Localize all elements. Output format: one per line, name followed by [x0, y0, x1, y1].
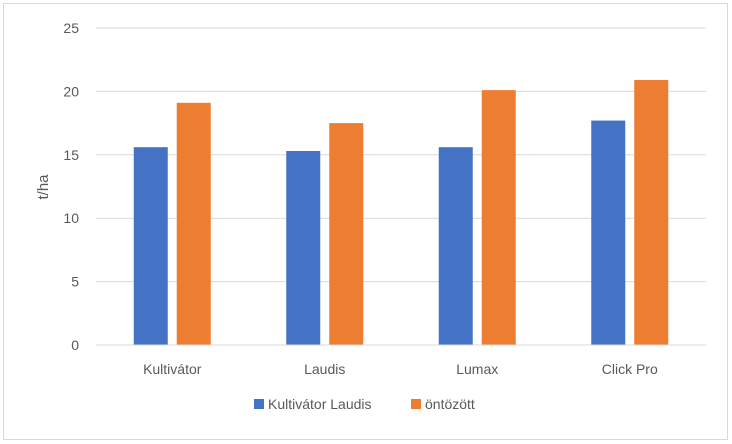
y-tick-label: 15 [63, 147, 79, 163]
legend-swatch [254, 399, 264, 409]
bar-series1 [286, 150, 321, 345]
y-tick-label: 25 [63, 20, 79, 36]
bar-series1 [438, 147, 473, 345]
bar-series2 [176, 102, 211, 345]
bar-series1 [591, 120, 626, 346]
bar-series2 [481, 90, 516, 346]
legend-label: öntözött [425, 396, 475, 412]
y-axis-ticks: 0 5 10 15 20 25 [63, 20, 79, 353]
y-tick-label: 10 [63, 210, 79, 226]
legend: Kultivátor Laudis öntözött [254, 396, 475, 412]
x-tick-label: Click Pro [602, 361, 658, 377]
x-tick-label: Lumax [456, 361, 498, 377]
legend-label: Kultivátor Laudis [268, 396, 372, 412]
x-tick-label: Kultivátor [143, 361, 202, 377]
legend-swatch [411, 399, 421, 409]
y-tick-label: 0 [71, 337, 79, 353]
x-axis-ticks: Kultivátor Laudis Lumax Click Pro [143, 361, 658, 377]
bar-series2 [634, 79, 669, 345]
bar-series2 [329, 123, 364, 345]
bar-series1 [133, 147, 168, 345]
x-tick-label: Laudis [304, 361, 345, 377]
y-tick-label: 20 [63, 83, 79, 99]
bars [133, 79, 669, 346]
y-tick-label: 5 [71, 274, 79, 290]
y-axis-title: t/ha [35, 174, 52, 200]
